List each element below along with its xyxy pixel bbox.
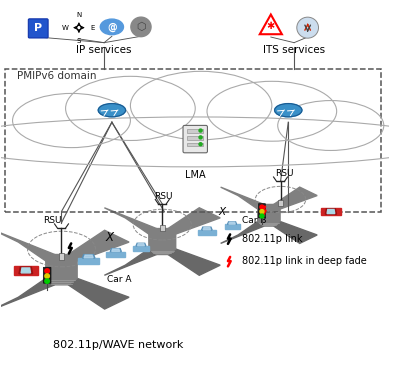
Polygon shape bbox=[106, 252, 125, 257]
Ellipse shape bbox=[13, 93, 131, 148]
Bar bbox=[278, 200, 283, 206]
Ellipse shape bbox=[207, 81, 337, 141]
Polygon shape bbox=[168, 249, 220, 275]
Polygon shape bbox=[82, 255, 95, 258]
Bar bbox=[59, 253, 64, 260]
Text: @: @ bbox=[107, 22, 117, 32]
Circle shape bbox=[297, 17, 318, 38]
Bar bbox=[187, 136, 203, 139]
Polygon shape bbox=[224, 224, 240, 229]
Polygon shape bbox=[136, 243, 146, 246]
Ellipse shape bbox=[66, 76, 195, 141]
Circle shape bbox=[131, 17, 151, 37]
Text: P: P bbox=[34, 23, 42, 33]
Ellipse shape bbox=[100, 19, 123, 35]
Text: ITS services: ITS services bbox=[263, 45, 325, 54]
Polygon shape bbox=[229, 222, 235, 224]
Bar bbox=[187, 143, 203, 146]
Polygon shape bbox=[133, 246, 149, 251]
Text: E: E bbox=[90, 25, 94, 31]
FancyBboxPatch shape bbox=[183, 125, 207, 153]
Polygon shape bbox=[274, 187, 317, 209]
Polygon shape bbox=[78, 258, 99, 264]
Ellipse shape bbox=[98, 104, 125, 117]
Text: RSU: RSU bbox=[43, 215, 62, 225]
FancyBboxPatch shape bbox=[258, 204, 265, 218]
Polygon shape bbox=[327, 209, 335, 214]
Polygon shape bbox=[198, 230, 216, 235]
Text: W: W bbox=[62, 25, 69, 31]
Circle shape bbox=[199, 136, 202, 139]
Text: ⬡: ⬡ bbox=[136, 22, 146, 32]
Circle shape bbox=[260, 209, 264, 214]
Text: N: N bbox=[76, 12, 82, 18]
Circle shape bbox=[260, 205, 264, 209]
Polygon shape bbox=[104, 249, 156, 275]
Circle shape bbox=[199, 143, 202, 146]
Circle shape bbox=[45, 279, 49, 284]
Ellipse shape bbox=[0, 117, 398, 167]
FancyBboxPatch shape bbox=[43, 267, 51, 283]
Polygon shape bbox=[110, 249, 121, 252]
Polygon shape bbox=[19, 267, 33, 274]
Ellipse shape bbox=[278, 101, 384, 150]
Polygon shape bbox=[84, 255, 93, 258]
Polygon shape bbox=[14, 266, 38, 274]
Text: X: X bbox=[106, 231, 114, 244]
Polygon shape bbox=[0, 230, 55, 261]
Text: Car B: Car B bbox=[242, 216, 266, 225]
Bar bbox=[160, 225, 165, 231]
Text: Car A: Car A bbox=[107, 275, 132, 284]
Polygon shape bbox=[0, 278, 55, 309]
Circle shape bbox=[199, 129, 202, 132]
Polygon shape bbox=[104, 208, 156, 234]
Text: ✱: ✱ bbox=[267, 21, 275, 31]
Text: IP services: IP services bbox=[76, 45, 132, 54]
Text: X: X bbox=[219, 206, 226, 217]
Circle shape bbox=[260, 214, 264, 218]
Text: RSU: RSU bbox=[275, 169, 293, 178]
Polygon shape bbox=[260, 14, 282, 34]
Bar bbox=[187, 129, 203, 133]
Text: 802.11p link: 802.11p link bbox=[242, 234, 302, 244]
Polygon shape bbox=[202, 227, 212, 230]
Polygon shape bbox=[68, 278, 129, 309]
Text: S: S bbox=[77, 37, 81, 43]
Polygon shape bbox=[220, 187, 264, 209]
Text: 802.11p link in deep fade: 802.11p link in deep fade bbox=[242, 256, 367, 266]
Circle shape bbox=[45, 274, 49, 278]
Polygon shape bbox=[258, 204, 280, 226]
Polygon shape bbox=[137, 244, 144, 246]
Polygon shape bbox=[168, 208, 220, 234]
Circle shape bbox=[45, 269, 49, 273]
Polygon shape bbox=[149, 229, 176, 254]
Polygon shape bbox=[112, 249, 120, 251]
Polygon shape bbox=[220, 222, 264, 243]
Text: RSU: RSU bbox=[154, 192, 173, 201]
Polygon shape bbox=[321, 208, 341, 215]
Polygon shape bbox=[68, 230, 129, 261]
Text: LMA: LMA bbox=[185, 170, 205, 180]
Text: 802.11p/WAVE network: 802.11p/WAVE network bbox=[53, 340, 183, 350]
Ellipse shape bbox=[131, 71, 272, 140]
Polygon shape bbox=[203, 228, 211, 230]
FancyBboxPatch shape bbox=[28, 19, 48, 38]
Polygon shape bbox=[325, 209, 336, 214]
Polygon shape bbox=[46, 254, 77, 285]
Polygon shape bbox=[274, 222, 317, 243]
Text: PMIPv6 domain: PMIPv6 domain bbox=[17, 71, 96, 81]
Ellipse shape bbox=[275, 104, 302, 117]
Polygon shape bbox=[228, 222, 236, 224]
Polygon shape bbox=[21, 268, 31, 273]
